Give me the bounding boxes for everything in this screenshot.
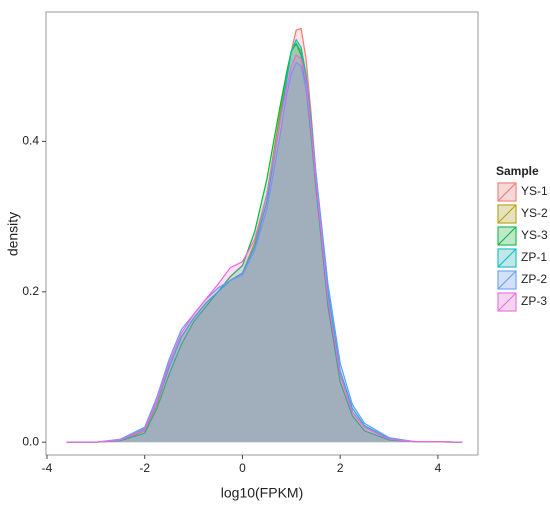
legend-key-line <box>497 292 517 312</box>
legend-key-line <box>497 204 517 224</box>
density-area <box>66 28 463 443</box>
density-area <box>66 43 463 443</box>
legend-title: Sample <box>496 164 539 178</box>
x-tick-label: 4 <box>435 461 442 475</box>
plot-panel <box>45 11 479 456</box>
legend-label: YS-1 <box>521 184 548 198</box>
y-tick-label: 0.0 <box>22 434 39 448</box>
x-tick-label: 0 <box>239 461 246 475</box>
legend-label: ZP-2 <box>521 272 547 286</box>
legend-key-line <box>497 270 517 290</box>
legend-key-line <box>497 226 517 246</box>
density-line <box>66 53 463 443</box>
legend-label: YS-3 <box>521 228 548 242</box>
x-tick-label: -2 <box>139 461 150 475</box>
density-area <box>66 62 463 443</box>
density-line <box>66 42 463 443</box>
legend-label: ZP-3 <box>521 294 547 308</box>
legend-label: ZP-1 <box>521 250 547 264</box>
x-tick-label: 2 <box>337 461 344 475</box>
legend-key-line <box>497 248 517 268</box>
density-area <box>66 39 463 443</box>
density-line <box>66 61 463 443</box>
y-tick-label: 0.4 <box>22 134 39 148</box>
x-tick-label: -4 <box>42 461 53 475</box>
y-axis-title: density <box>5 212 21 256</box>
legend-label: YS-2 <box>521 206 548 220</box>
legend-key-line <box>497 182 517 202</box>
y-tick-label: 0.2 <box>22 284 39 298</box>
density-area <box>66 43 463 443</box>
x-axis-title: log10(FPKM) <box>221 485 303 501</box>
density-area <box>66 54 463 443</box>
